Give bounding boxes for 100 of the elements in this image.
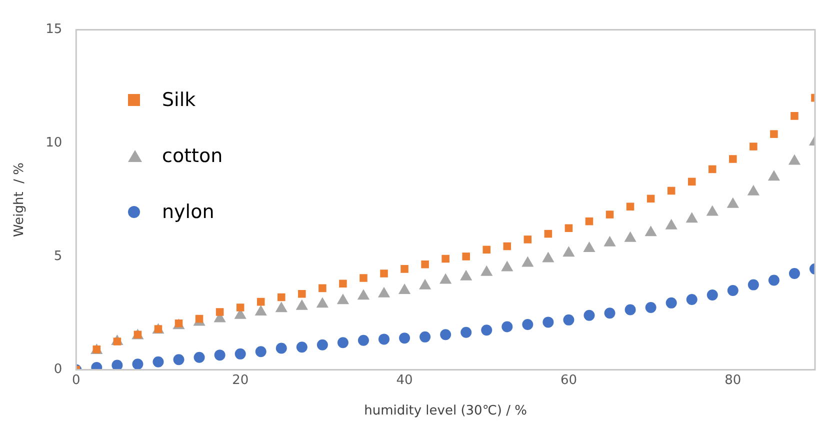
point	[688, 178, 696, 186]
point	[585, 217, 594, 226]
point	[194, 352, 205, 363]
x-axis-title: humidity level (30℃) / %	[364, 404, 528, 419]
point	[214, 350, 226, 361]
point	[378, 286, 390, 298]
point	[750, 142, 758, 150]
legend-label: nylon	[162, 201, 214, 223]
point	[380, 270, 388, 278]
point	[276, 342, 287, 354]
point	[626, 202, 634, 210]
point	[604, 236, 616, 246]
point	[768, 170, 780, 181]
point	[481, 324, 492, 336]
legend-label: Silk	[162, 89, 196, 111]
point	[501, 260, 514, 272]
point	[544, 230, 552, 238]
y-tick-label: 10	[46, 136, 62, 151]
point	[790, 112, 798, 120]
point	[420, 331, 431, 342]
point	[298, 290, 306, 298]
point	[173, 354, 184, 366]
point	[132, 358, 144, 370]
point	[358, 334, 369, 346]
point	[236, 304, 244, 312]
point	[418, 278, 432, 290]
x-tick-label: 80	[724, 372, 742, 388]
point	[606, 210, 614, 218]
point	[316, 339, 328, 350]
point	[770, 130, 778, 138]
point	[729, 155, 737, 163]
point	[255, 346, 266, 358]
point	[440, 273, 452, 284]
point	[788, 268, 800, 279]
point	[337, 337, 348, 348]
y-tick-label: 0	[54, 362, 62, 378]
point	[275, 302, 288, 312]
point	[706, 290, 718, 300]
point	[604, 308, 616, 319]
point	[667, 186, 676, 195]
point	[788, 154, 801, 165]
point	[378, 334, 390, 345]
y-axis-title: Weight / %	[12, 162, 28, 238]
point	[583, 242, 596, 252]
point	[542, 252, 554, 262]
point	[645, 302, 656, 313]
point	[216, 308, 224, 316]
point	[686, 294, 698, 306]
point	[318, 284, 326, 292]
point	[706, 205, 718, 216]
point	[727, 284, 738, 296]
point	[563, 314, 574, 326]
legend-label: cotton	[162, 145, 223, 167]
point	[460, 270, 472, 280]
x-tick-label: 20	[232, 372, 249, 388]
y-tick-label: 5	[54, 248, 62, 264]
point	[360, 274, 368, 282]
point	[152, 356, 164, 368]
point	[646, 194, 655, 203]
point	[768, 274, 780, 286]
point	[254, 305, 267, 316]
point	[666, 297, 677, 308]
point	[624, 231, 636, 242]
point	[686, 212, 698, 223]
point	[748, 279, 759, 290]
point	[440, 329, 452, 340]
point	[562, 246, 575, 257]
point	[480, 265, 493, 276]
point	[195, 314, 204, 323]
point	[462, 252, 470, 260]
point	[339, 280, 347, 288]
point	[482, 246, 491, 254]
point	[726, 197, 739, 208]
point	[400, 265, 408, 273]
y-tick-label: 15	[46, 22, 62, 38]
point	[112, 360, 123, 370]
point	[503, 242, 512, 250]
point	[665, 218, 678, 230]
point	[502, 321, 513, 332]
point	[234, 348, 246, 360]
point	[460, 326, 472, 338]
point	[564, 224, 573, 232]
point	[522, 256, 534, 267]
point	[421, 260, 429, 268]
point	[522, 318, 534, 330]
point	[542, 316, 554, 328]
point	[316, 297, 328, 308]
point	[747, 184, 760, 196]
point	[296, 299, 308, 310]
point	[296, 342, 308, 353]
point	[584, 310, 595, 321]
x-tick-label: 60	[560, 372, 577, 388]
point	[644, 226, 657, 236]
x-tick-label: 40	[396, 372, 413, 388]
x-tick-label: 0	[72, 372, 80, 388]
point	[336, 294, 350, 304]
point	[524, 236, 532, 244]
point	[277, 293, 286, 302]
point	[624, 304, 636, 316]
point	[708, 165, 716, 174]
